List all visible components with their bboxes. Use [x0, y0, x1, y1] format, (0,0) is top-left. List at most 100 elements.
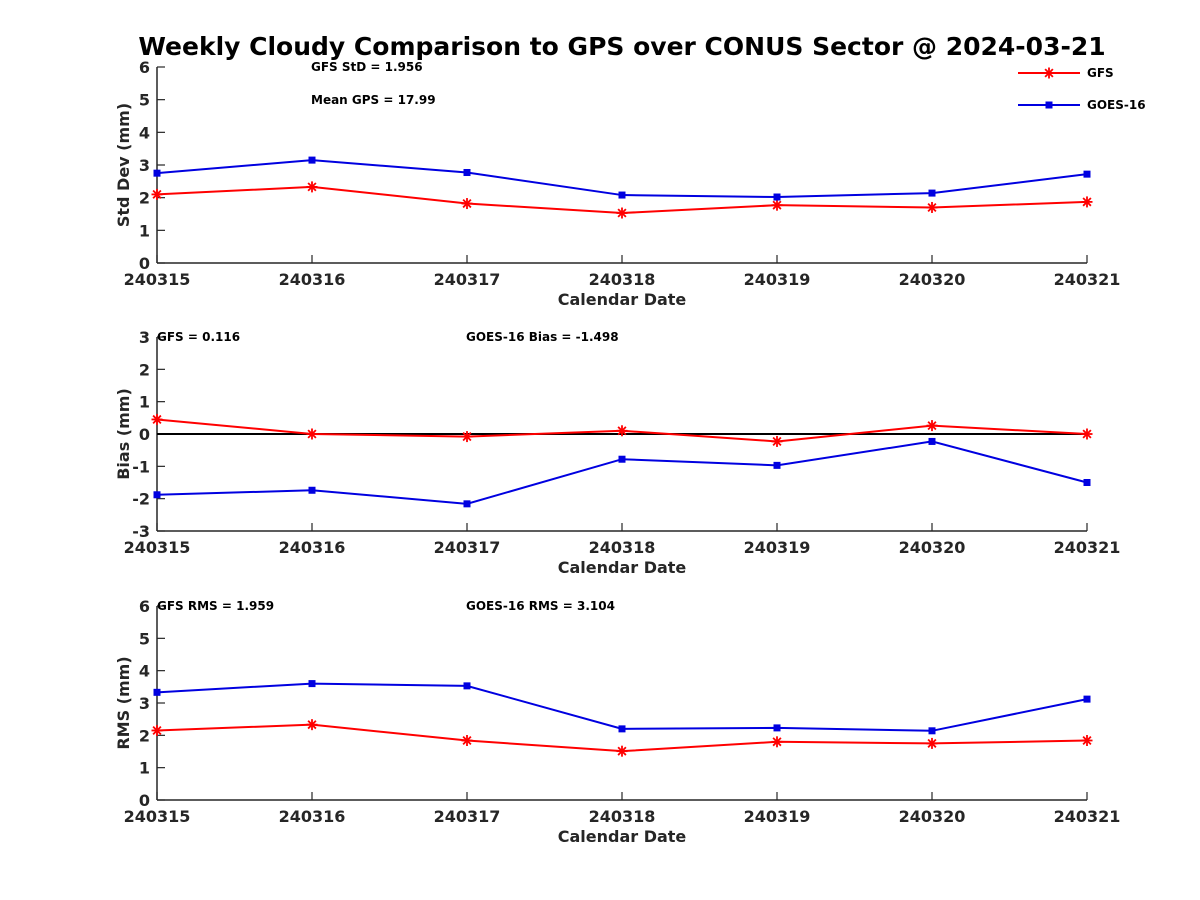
annotation-mean_gps: Mean GPS = 17.99 — [311, 93, 436, 107]
data-point-gfs — [461, 198, 473, 210]
y-tick-label: 0 — [139, 791, 150, 810]
annotation-gfs_std: GFS StD = 1.956 — [311, 60, 423, 74]
data-point-gfs — [151, 724, 163, 736]
y-tick-label: 1 — [139, 221, 150, 240]
legend-marker — [1043, 67, 1055, 79]
data-point-goes-16 — [1083, 695, 1091, 703]
data-point-goes-16 — [928, 727, 936, 735]
x-tick-label: 240317 — [434, 807, 501, 826]
x-tick-label: 240317 — [434, 538, 501, 557]
data-point-goes-16 — [463, 500, 471, 508]
x-axis-label: Calendar Date — [558, 827, 687, 846]
data-point-gfs — [1081, 428, 1093, 440]
data-point-gfs — [771, 199, 783, 211]
y-tick-label: 1 — [139, 393, 150, 412]
x-tick-label: 240315 — [124, 270, 191, 289]
data-point-gfs — [616, 745, 628, 757]
y-tick-label: 3 — [139, 328, 150, 347]
data-point-gfs — [1081, 735, 1093, 747]
legend-label: GFS — [1087, 66, 1114, 80]
x-tick-label: 240315 — [124, 807, 191, 826]
data-point-goes-16 — [153, 169, 161, 177]
x-tick-label: 240321 — [1054, 538, 1121, 557]
x-tick-label: 240319 — [744, 807, 811, 826]
y-tick-label: 0 — [139, 254, 150, 273]
x-tick-label: 240318 — [589, 270, 656, 289]
y-axis-label: Bias (mm) — [114, 388, 133, 480]
x-axis-label: Calendar Date — [558, 558, 687, 577]
x-tick-label: 240321 — [1054, 270, 1121, 289]
y-tick-label: -3 — [132, 522, 150, 541]
legend: GFS GOES-16 — [1018, 66, 1146, 112]
figure-title: Weekly Cloudy Comparison to GPS over CON… — [138, 32, 1105, 61]
legend-label: GOES-16 — [1087, 98, 1146, 112]
y-tick-label: 2 — [139, 189, 150, 208]
x-tick-label: 240317 — [434, 270, 501, 289]
annotation-goes_bias: GOES-16 Bias = -1.498 — [466, 330, 619, 344]
data-point-gfs — [771, 736, 783, 748]
data-point-gfs — [306, 428, 318, 440]
y-tick-label: 5 — [139, 91, 150, 110]
data-point-gfs — [926, 737, 938, 749]
data-point-gfs — [151, 188, 163, 200]
data-point-goes-16 — [618, 191, 626, 199]
y-axis-label: RMS (mm) — [114, 656, 133, 749]
data-point-gfs — [306, 181, 318, 193]
x-tick-label: 240319 — [744, 538, 811, 557]
x-tick-label: 240318 — [589, 807, 656, 826]
data-point-goes-16 — [153, 491, 161, 499]
y-tick-label: 4 — [139, 123, 150, 142]
data-point-gfs — [1081, 196, 1093, 208]
data-point-gfs — [461, 431, 473, 443]
y-tick-label: 5 — [139, 629, 150, 648]
chart-panel-2: -3 -2 -1 0 1 2 3 240315 240316 240317 240318 240319… — [114, 328, 1120, 577]
x-tick-label: 240316 — [279, 270, 346, 289]
y-tick-label: 6 — [139, 597, 150, 616]
series-line-goes-16 — [156, 682, 1088, 732]
x-tick-label: 240321 — [1054, 807, 1121, 826]
data-point-goes-16 — [928, 189, 936, 197]
y-tick-label: -1 — [132, 457, 150, 476]
data-point-gfs — [461, 735, 473, 747]
data-point-goes-16 — [1083, 170, 1091, 178]
y-axis-label: Std Dev (mm) — [114, 103, 133, 227]
x-tick-label: 240320 — [899, 270, 966, 289]
x-tick-label: 240315 — [124, 538, 191, 557]
data-point-gfs — [616, 207, 628, 219]
y-tick-label: 6 — [139, 58, 150, 77]
chart-panel-1: 0 1 2 3 4 5 6 240315 240316 240317 240318 240319 240… — [114, 58, 1146, 309]
y-tick-label: 1 — [139, 759, 150, 778]
x-tick-label: 240316 — [279, 807, 346, 826]
data-point-goes-16 — [928, 437, 936, 445]
data-point-goes-16 — [463, 169, 471, 177]
y-tick-label: 4 — [139, 662, 150, 681]
x-tick-label: 240318 — [589, 538, 656, 557]
x-tick-label: 240320 — [899, 538, 966, 557]
y-tick-label: 3 — [139, 156, 150, 175]
data-point-goes-16 — [463, 682, 471, 690]
data-point-gfs — [306, 719, 318, 731]
data-point-goes-16 — [153, 688, 161, 696]
annotation-gfs_rms: GFS RMS = 1.959 — [157, 599, 274, 613]
y-tick-label: 2 — [139, 360, 150, 379]
annotation-goes_rms: GOES-16 RMS = 3.104 — [466, 599, 615, 613]
legend-marker — [1045, 101, 1053, 109]
data-point-gfs — [771, 435, 783, 447]
data-point-goes-16 — [618, 725, 626, 733]
annotation-gfs_bias: GFS = 0.116 — [157, 330, 240, 344]
data-point-gfs — [616, 425, 628, 437]
data-point-goes-16 — [308, 680, 316, 688]
data-point-goes-16 — [1083, 479, 1091, 486]
y-tick-label: 2 — [139, 726, 150, 745]
data-point-goes-16 — [773, 461, 781, 469]
chart-panel-3: 0 1 2 3 4 5 6 240315 240316 240317 240318 240319 240… — [114, 597, 1120, 846]
x-tick-label: 240320 — [899, 807, 966, 826]
x-axis-label: Calendar Date — [558, 290, 687, 309]
data-point-goes-16 — [773, 193, 781, 201]
data-point-goes-16 — [773, 724, 781, 732]
data-point-goes-16 — [308, 156, 316, 164]
data-point-gfs — [926, 201, 938, 213]
y-tick-label: 3 — [139, 694, 150, 713]
